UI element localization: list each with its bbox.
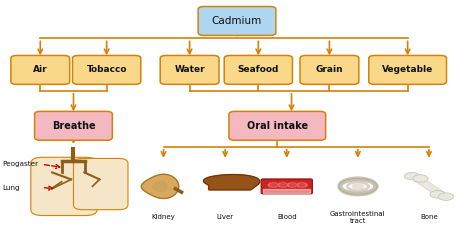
FancyBboxPatch shape (300, 55, 359, 84)
FancyBboxPatch shape (11, 55, 70, 84)
Circle shape (271, 184, 276, 186)
Text: Water: Water (174, 65, 205, 74)
Circle shape (290, 184, 295, 186)
Circle shape (438, 193, 454, 200)
Circle shape (286, 182, 299, 188)
Polygon shape (153, 181, 167, 192)
Circle shape (296, 182, 308, 188)
Circle shape (430, 191, 445, 198)
Polygon shape (203, 175, 260, 190)
FancyBboxPatch shape (261, 179, 312, 194)
Text: Kidney: Kidney (152, 214, 175, 220)
Text: Grain: Grain (316, 65, 343, 74)
FancyBboxPatch shape (73, 158, 128, 210)
Polygon shape (141, 174, 179, 199)
FancyBboxPatch shape (160, 55, 219, 84)
FancyBboxPatch shape (229, 111, 326, 140)
Text: Liver: Liver (217, 214, 234, 220)
Text: Peogaster: Peogaster (2, 161, 38, 167)
Circle shape (299, 184, 305, 186)
FancyBboxPatch shape (369, 55, 447, 84)
Text: Breathe: Breathe (52, 121, 95, 131)
FancyBboxPatch shape (198, 7, 276, 35)
Circle shape (413, 175, 428, 182)
FancyBboxPatch shape (73, 55, 141, 84)
Text: Air: Air (33, 65, 47, 74)
Text: Blood: Blood (277, 214, 297, 220)
FancyBboxPatch shape (35, 111, 112, 140)
Text: Oral intake: Oral intake (247, 121, 308, 131)
FancyBboxPatch shape (224, 55, 292, 84)
Text: Tobacco: Tobacco (86, 65, 127, 74)
Text: Gastrointestinal
tract: Gastrointestinal tract (330, 211, 386, 224)
Circle shape (280, 184, 286, 186)
Circle shape (277, 182, 289, 188)
Text: Cadmium: Cadmium (212, 16, 262, 26)
Polygon shape (352, 184, 364, 189)
Circle shape (404, 172, 419, 180)
FancyBboxPatch shape (31, 157, 97, 216)
Text: Bone: Bone (420, 214, 438, 220)
Text: Lung: Lung (2, 185, 20, 191)
Text: Seafood: Seafood (237, 65, 279, 74)
Circle shape (267, 182, 280, 188)
Text: Vegetable: Vegetable (382, 65, 433, 74)
